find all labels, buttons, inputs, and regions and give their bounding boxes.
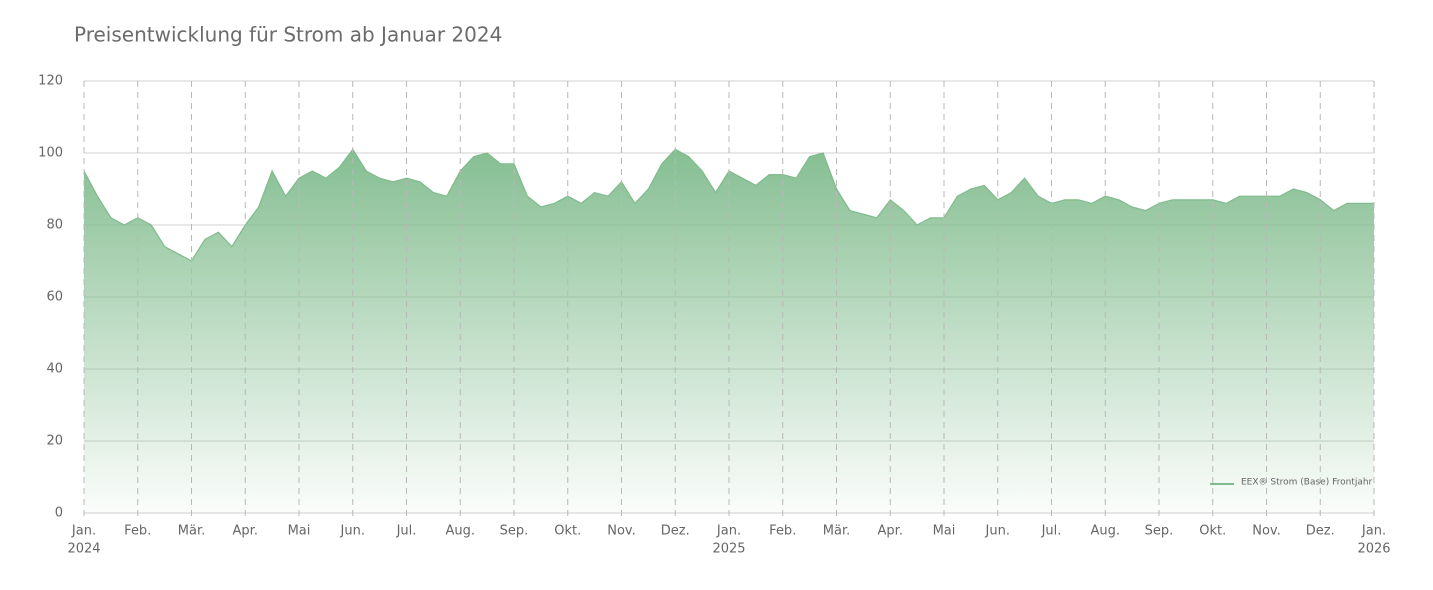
y-tick-label: 100 bbox=[38, 146, 63, 161]
x-tick-label: Nov. bbox=[1252, 524, 1281, 539]
x-tick-label: Jul. bbox=[1041, 524, 1062, 539]
x-tick-label: Mai bbox=[933, 524, 956, 539]
x-tick-label: Apr. bbox=[233, 524, 258, 539]
x-tick-label: Mai bbox=[288, 524, 311, 539]
x-tick-label: Aug. bbox=[1090, 524, 1120, 539]
x-tick-label: Feb. bbox=[124, 524, 151, 539]
legend-label: EEX® Strom (Base) Frontjahr bbox=[1241, 478, 1373, 488]
y-tick-label: 20 bbox=[46, 434, 63, 449]
y-tick-label: 80 bbox=[46, 218, 63, 233]
x-tick-label: Sep. bbox=[1145, 524, 1174, 539]
x-tick-label: Dez. bbox=[1306, 524, 1335, 539]
y-tick-label: 120 bbox=[38, 74, 63, 89]
chart-title: Preisentwicklung für Strom ab Januar 202… bbox=[74, 23, 502, 47]
x-tick-label: Jul. bbox=[396, 524, 417, 539]
x-year-label: 2026 bbox=[1357, 542, 1390, 557]
y-tick-label: 0 bbox=[55, 506, 63, 521]
x-tick-label: Feb. bbox=[769, 524, 796, 539]
x-tick-label: Mär. bbox=[178, 524, 205, 539]
x-tick-label: Nov. bbox=[607, 524, 636, 539]
x-tick-label: Mär. bbox=[823, 524, 850, 539]
x-tick-label: Jun. bbox=[340, 524, 365, 539]
x-year-label: 2024 bbox=[67, 542, 100, 557]
x-tick-label: Okt. bbox=[554, 524, 581, 539]
x-year-label: 2025 bbox=[712, 542, 745, 557]
y-tick-label: 60 bbox=[46, 290, 63, 305]
x-tick-label: Jan. bbox=[716, 524, 741, 539]
x-tick-label: Jan. bbox=[71, 524, 96, 539]
x-tick-label: Dez. bbox=[661, 524, 690, 539]
x-tick-label: Apr. bbox=[878, 524, 903, 539]
x-tick-label: Sep. bbox=[500, 524, 529, 539]
y-tick-label: 40 bbox=[46, 362, 63, 377]
x-tick-label: Aug. bbox=[445, 524, 475, 539]
x-tick-label: Okt. bbox=[1199, 524, 1226, 539]
x-tick-label: Jan. bbox=[1361, 524, 1386, 539]
x-tick-label: Jun. bbox=[985, 524, 1010, 539]
